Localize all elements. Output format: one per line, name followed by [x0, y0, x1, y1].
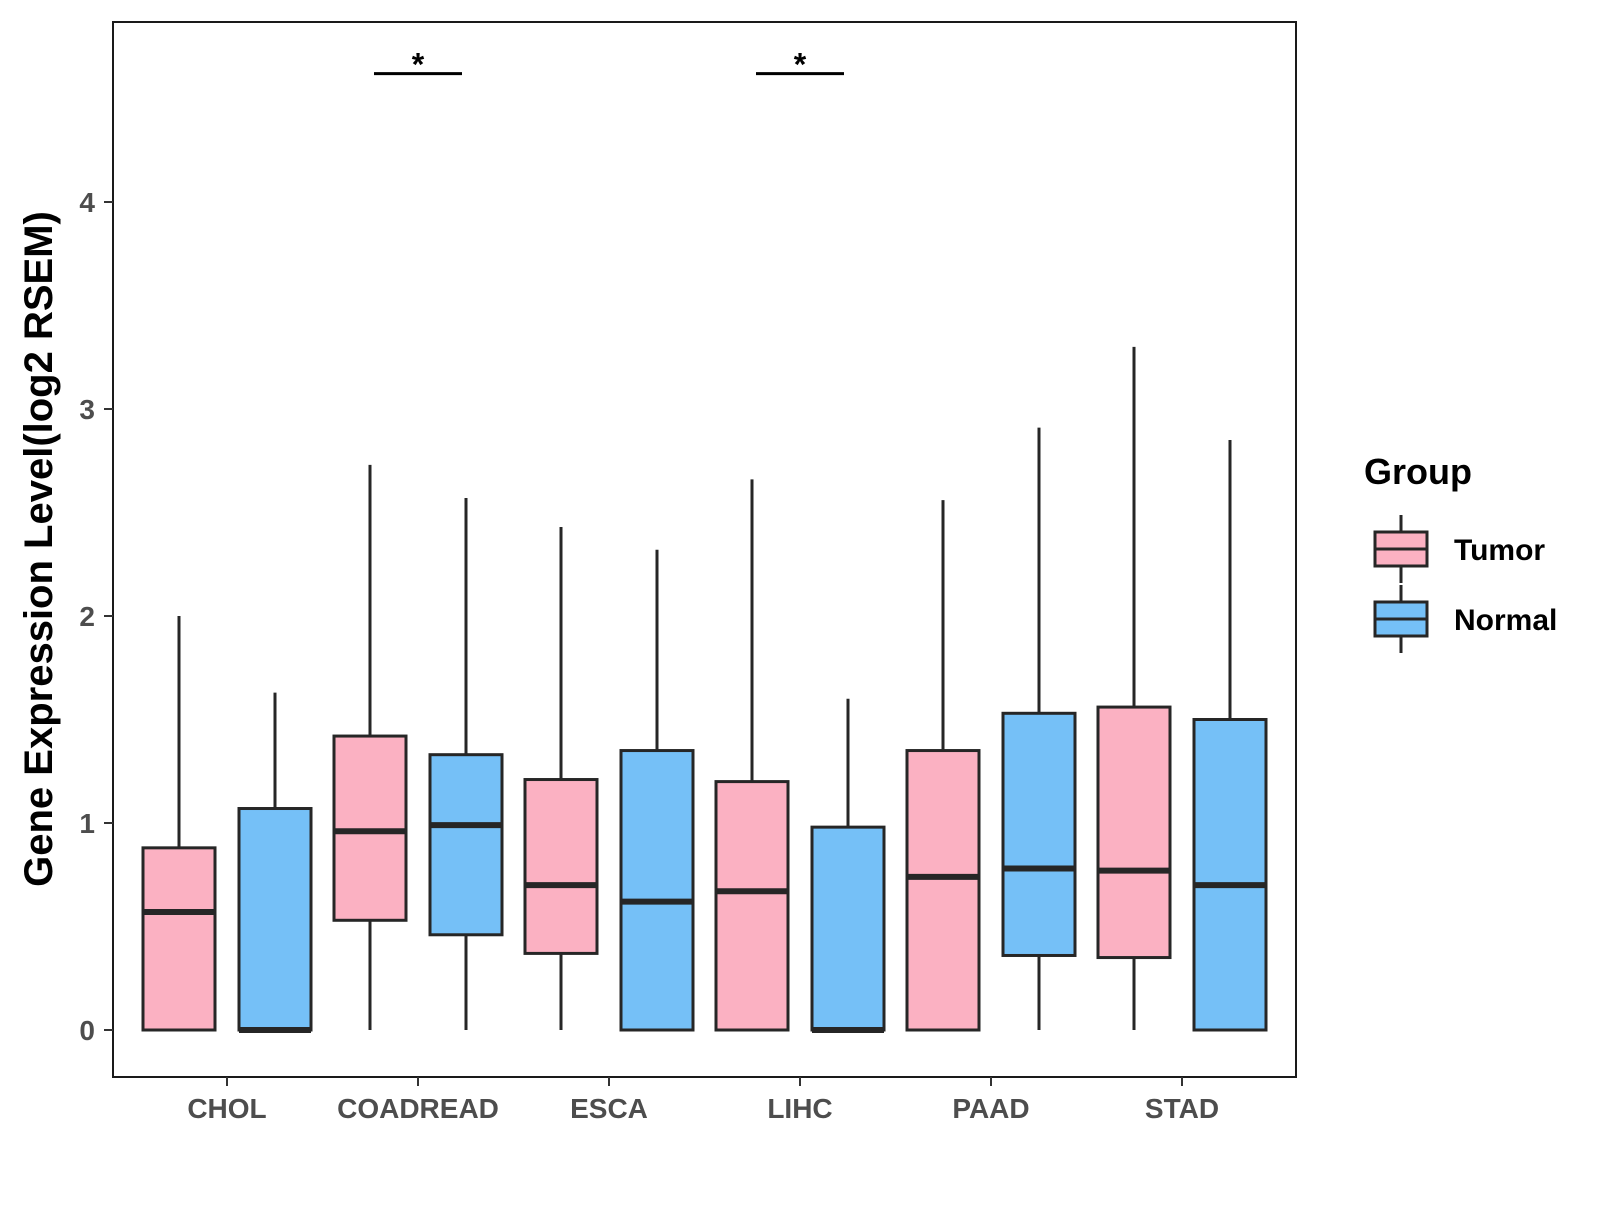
box-body: [1001, 711, 1077, 957]
box-tumor-stad: [1096, 346, 1172, 1030]
significance-annotations: * *: [374, 47, 844, 83]
box-tumor-paad: [905, 500, 981, 1032]
legend-label-normal: Normal: [1454, 604, 1557, 637]
x-tick-label: ESCA: [570, 1093, 648, 1124]
legend: Group Tumor Normal: [1364, 451, 1557, 653]
box-body: [523, 778, 599, 955]
box-body: [905, 749, 981, 1032]
y-axis: 0 1 2 3 4: [79, 187, 113, 1046]
legend-title: Group: [1364, 451, 1472, 492]
y-tick-label: 0: [79, 1015, 95, 1046]
box-normal-chol: [237, 692, 313, 1033]
box-normal-coadread: [428, 498, 504, 1030]
legend-label-tumor: Tumor: [1454, 534, 1545, 567]
x-axis: CHOL COADREAD ESCA LIHC PAAD STAD: [187, 1077, 1219, 1124]
boxes-layer: [141, 346, 1268, 1033]
box-tumor-lihc: [714, 479, 790, 1032]
x-tick-label: PAAD: [952, 1093, 1029, 1124]
box-body: [237, 807, 313, 1032]
box-tumor-chol: [141, 616, 217, 1032]
box-normal-esca: [619, 549, 695, 1032]
box-body: [619, 749, 695, 1032]
x-tick-label: CHOL: [187, 1093, 266, 1124]
box-normal-paad: [1001, 427, 1077, 1030]
box-normal-lihc: [810, 698, 886, 1033]
y-tick-label: 1: [79, 808, 95, 839]
box-body: [141, 846, 217, 1032]
box-body: [714, 780, 790, 1032]
significance-label: *: [412, 47, 425, 83]
box-tumor-coadread: [332, 464, 408, 1030]
box-body: [810, 825, 886, 1032]
box-body: [428, 753, 504, 937]
significance-label: *: [794, 47, 807, 83]
x-tick-label: COADREAD: [337, 1093, 499, 1124]
x-tick-label: STAD: [1145, 1093, 1219, 1124]
y-tick-label: 3: [79, 394, 95, 425]
y-tick-label: 2: [79, 601, 95, 632]
box-body: [1096, 705, 1172, 960]
box-normal-stad: [1192, 440, 1268, 1032]
box-tumor-esca: [523, 526, 599, 1030]
x-tick-label: LIHC: [767, 1093, 832, 1124]
y-tick-label: 4: [79, 187, 95, 218]
y-axis-title: Gene Expression Level(log2 RSEM): [17, 211, 61, 887]
box-body: [332, 734, 408, 922]
box-body: [1192, 718, 1268, 1032]
